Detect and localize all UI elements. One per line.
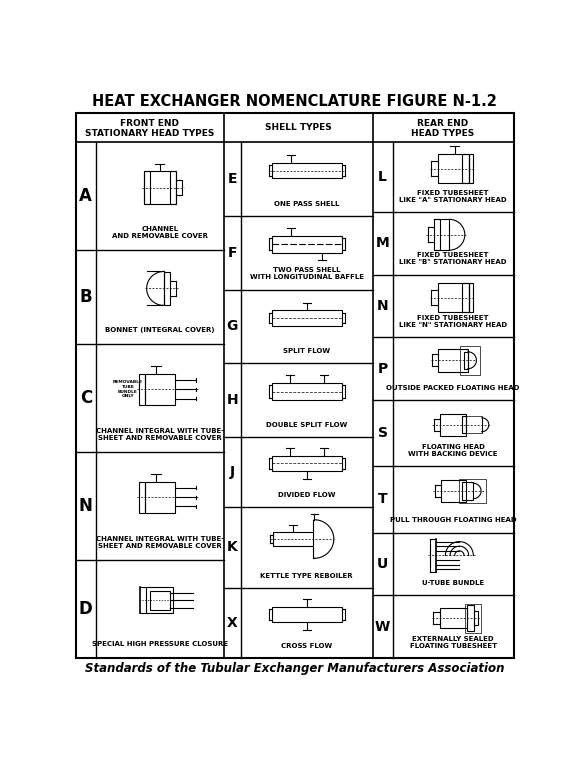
Text: DIVIDED FLOW: DIVIDED FLOW	[278, 492, 335, 498]
Bar	[146, 587, 174, 613]
Bar	[462, 154, 469, 183]
Bar	[139, 482, 145, 513]
Bar	[272, 163, 342, 178]
Bar	[272, 383, 342, 400]
Text: E: E	[228, 172, 237, 186]
Bar	[462, 416, 482, 433]
Bar	[150, 591, 170, 610]
Bar	[469, 283, 473, 312]
Bar	[462, 416, 466, 433]
Text: FLOATING HEAD
WITH BACKING DEVICE: FLOATING HEAD WITH BACKING DEVICE	[408, 444, 498, 457]
Bar	[459, 479, 486, 502]
Bar	[469, 154, 473, 183]
Text: SPLIT FLOW: SPLIT FLOW	[283, 348, 330, 354]
Text: J: J	[230, 465, 235, 479]
Text: REMOVABLE
TUBE
BUNDLE
ONLY: REMOVABLE TUBE BUNDLE ONLY	[113, 380, 143, 398]
Bar	[145, 482, 175, 513]
Bar	[438, 154, 469, 183]
Bar	[438, 283, 469, 312]
Bar	[440, 608, 467, 629]
Text: D: D	[79, 600, 93, 618]
Text: B: B	[79, 288, 92, 306]
Text: K: K	[227, 540, 237, 555]
Text: STATIONARY HEAD TYPES: STATIONARY HEAD TYPES	[85, 129, 214, 139]
Bar	[465, 603, 481, 633]
Text: N: N	[377, 299, 389, 313]
Text: KETTLE TYPE REBOILER: KETTLE TYPE REBOILER	[260, 573, 353, 579]
Text: HEAD TYPES: HEAD TYPES	[412, 129, 475, 139]
Bar	[474, 611, 478, 625]
Text: U-TUBE BUNDLE: U-TUBE BUNDLE	[422, 580, 484, 586]
Bar	[273, 533, 313, 546]
Text: T: T	[378, 492, 388, 506]
Text: P: P	[378, 361, 388, 376]
Bar	[467, 605, 474, 632]
Text: DOUBLE SPLIT FLOW: DOUBLE SPLIT FLOW	[266, 422, 347, 428]
Text: Standards of the Tubular Exchanger Manufacturers Association: Standards of the Tubular Exchanger Manuf…	[85, 661, 504, 674]
Text: REAR END: REAR END	[417, 119, 469, 128]
Bar	[462, 482, 473, 500]
Text: HEAT EXCHANGER NOMENCLATURE FIGURE N-1.2: HEAT EXCHANGER NOMENCLATURE FIGURE N-1.2	[92, 94, 497, 109]
Text: L: L	[378, 170, 387, 184]
Text: FIXED TUBESHEET
LIKE "N" STATIONARY HEAD: FIXED TUBESHEET LIKE "N" STATIONARY HEAD	[399, 315, 507, 328]
Bar	[434, 219, 440, 250]
Bar	[441, 480, 466, 501]
Text: SPECIAL HIGH PRESSURE CLOSURE: SPECIAL HIGH PRESSURE CLOSURE	[92, 642, 228, 648]
Text: FIXED TUBESHEET
LIKE "A" STATIONARY HEAD: FIXED TUBESHEET LIKE "A" STATIONARY HEAD	[400, 189, 507, 202]
Text: A: A	[79, 187, 92, 205]
Bar	[164, 272, 170, 305]
Text: EXTERNALLY SEALED
FLOATING TUBESHEET: EXTERNALLY SEALED FLOATING TUBESHEET	[409, 635, 497, 649]
Text: FIXED TUBESHEET
LIKE "B" STATIONARY HEAD: FIXED TUBESHEET LIKE "B" STATIONARY HEAD	[400, 253, 507, 266]
Bar	[139, 374, 145, 405]
Text: ONE PASS SHELL: ONE PASS SHELL	[274, 201, 339, 206]
Text: N: N	[79, 497, 93, 514]
Text: TWO PASS SHELL
WITH LONGITUDINAL BAFFLE: TWO PASS SHELL WITH LONGITUDINAL BAFFLE	[250, 267, 364, 280]
Text: CHANNEL INTEGRAL WITH TUBE-
SHEET AND REMOVABLE COVER: CHANNEL INTEGRAL WITH TUBE- SHEET AND RE…	[96, 536, 224, 549]
Bar	[464, 352, 468, 369]
Bar	[144, 171, 176, 204]
Text: PULL THROUGH FLOATING HEAD: PULL THROUGH FLOATING HEAD	[390, 517, 516, 524]
Text: OUTSIDE PACKED FLOATING HEAD: OUTSIDE PACKED FLOATING HEAD	[386, 385, 520, 391]
Bar	[145, 374, 175, 405]
Text: X: X	[227, 616, 237, 630]
Bar	[462, 283, 469, 312]
Bar	[439, 349, 468, 372]
Text: S: S	[378, 426, 388, 440]
Text: SHELL TYPES: SHELL TYPES	[265, 123, 332, 132]
Bar	[440, 414, 466, 435]
Bar	[272, 607, 342, 622]
Text: H: H	[227, 393, 238, 407]
Text: CHANNEL
AND REMOVABLE COVER: CHANNEL AND REMOVABLE COVER	[112, 226, 208, 239]
Bar	[272, 456, 342, 471]
Text: W: W	[375, 619, 390, 634]
Bar	[460, 345, 480, 375]
Text: C: C	[80, 389, 92, 406]
Bar	[272, 310, 342, 326]
Text: F: F	[228, 246, 237, 260]
Text: CROSS FLOW: CROSS FLOW	[281, 643, 332, 649]
Text: CHANNEL INTEGRAL WITH TUBE-
SHEET AND REMOVABLE COVER: CHANNEL INTEGRAL WITH TUBE- SHEET AND RE…	[96, 428, 224, 441]
Bar	[272, 236, 342, 253]
Text: U: U	[377, 557, 388, 571]
Text: FRONT END: FRONT END	[120, 119, 179, 128]
Bar	[144, 171, 150, 204]
Text: BONNET (INTEGRAL COVER): BONNET (INTEGRAL COVER)	[105, 327, 214, 333]
Text: M: M	[376, 236, 389, 250]
Bar	[170, 171, 176, 204]
Text: G: G	[227, 320, 238, 333]
